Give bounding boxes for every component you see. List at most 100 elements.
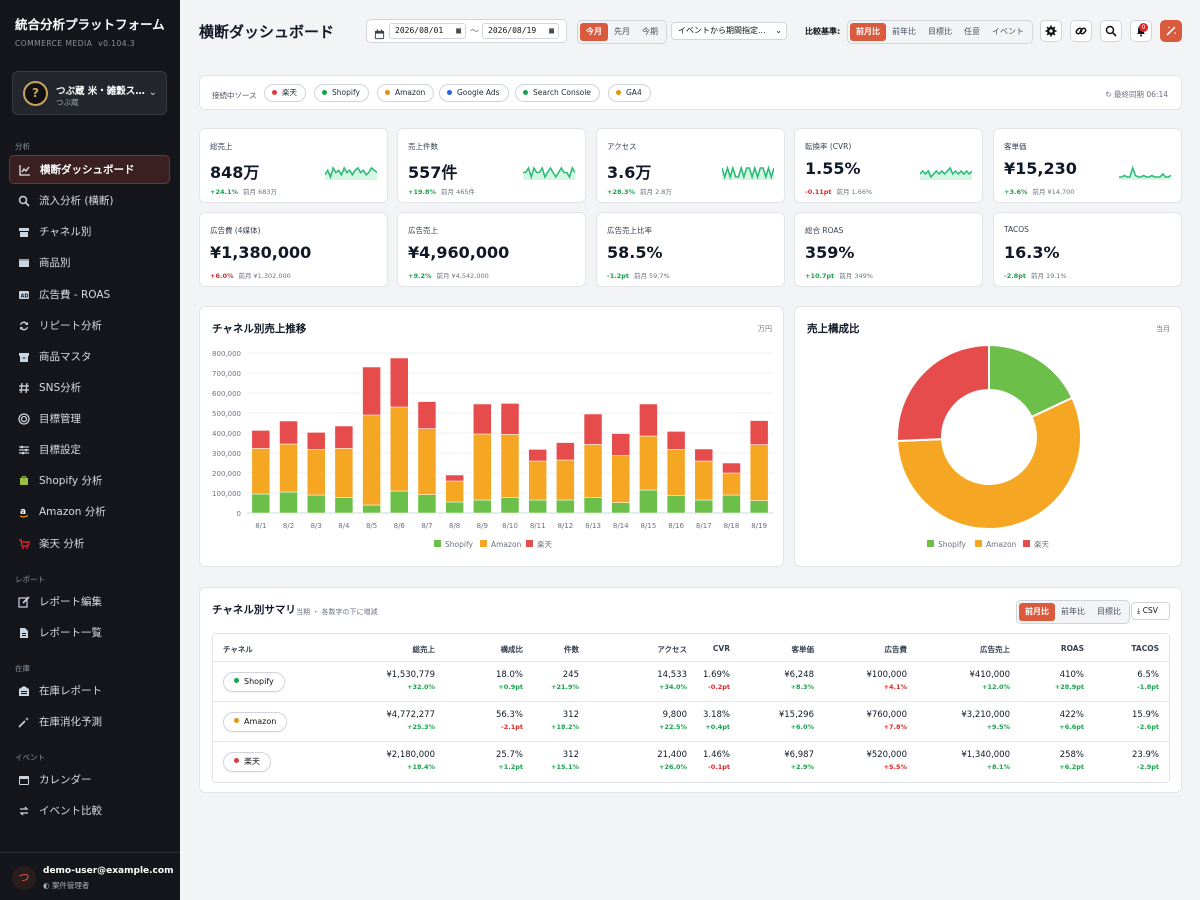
link-button[interactable] — [1070, 20, 1092, 42]
channel-chip[interactable]: 楽天 — [223, 752, 271, 772]
sidebar-item-box[interactable]: 商品別 — [9, 248, 170, 277]
source-chip[interactable]: Amazon — [377, 84, 435, 102]
channel-chip[interactable]: Amazon — [223, 712, 288, 732]
compare-yoy-button[interactable]: 前年比 — [892, 27, 916, 36]
summary-mom-button[interactable]: 前月比 — [1019, 603, 1055, 621]
sidebar-item-ad[interactable]: AD 広告費 - ROAS — [9, 280, 170, 309]
csv-download-button[interactable]: ⤓ CSV — [1131, 602, 1170, 620]
source-chip[interactable]: Google Ads — [439, 84, 509, 102]
cell-value: ¥1,530,779 — [386, 670, 435, 680]
channel-chip[interactable]: Shopify — [223, 672, 285, 692]
period-this-term-button[interactable]: 今期 — [642, 27, 658, 36]
cell-change: +4.1% — [883, 683, 907, 691]
kpi-card[interactable]: 総売上 848万 +24.1% 前月 683万 — [199, 128, 388, 203]
kpi-card[interactable]: 売上件数 557件 +19.8% 前月 465件 — [397, 128, 586, 203]
column-header[interactable]: ROAS — [1060, 644, 1084, 653]
sidebar-item-search[interactable]: 流入分析 (横断) — [9, 186, 170, 215]
column-header[interactable]: 客単価 — [791, 645, 815, 654]
sidebar-item-sliders[interactable]: 目標設定 — [9, 435, 170, 464]
period-last-month-button[interactable]: 先月 — [614, 27, 630, 36]
kpi-card[interactable]: 広告売上 ¥4,960,000 +9.2% 前月 ¥4,542,000 — [397, 212, 586, 287]
column-header[interactable]: TACOS — [1131, 644, 1159, 653]
table-row[interactable]: Shopify ¥1,530,779 +32.0% 18.0% +0.9pt 245 +21… — [213, 661, 1169, 701]
bar-segment-shopify — [583, 497, 603, 514]
table-cell: 6.5% -1.8pt — [1137, 670, 1159, 691]
kpi-card[interactable]: 広告費 (4媒体) ¥1,380,000 +6.0% 前月 ¥1,302,000 — [199, 212, 388, 287]
x-tick-label: 8/6 — [394, 522, 406, 530]
kpi-value: ¥1,380,000 — [210, 243, 312, 262]
store-switcher[interactable]: ? つぶ蔵 米・雑穀スト... つぶ蔵 ⌄ — [12, 71, 167, 115]
column-header[interactable]: 広告費 — [884, 645, 908, 654]
compare-target-button[interactable]: 目標比 — [928, 27, 952, 36]
repeat-icon — [18, 320, 30, 332]
bar-segment-shopify — [694, 499, 714, 514]
bar-segment-楽天 — [251, 430, 271, 449]
bar-segment-shopify — [334, 497, 354, 514]
summary-yoy-button[interactable]: 前年比 — [1061, 607, 1085, 616]
sidebar-item-target[interactable]: 目標管理 — [9, 404, 170, 433]
sidebar-item-store[interactable]: チャネル別 — [9, 217, 170, 246]
search-button[interactable] — [1100, 20, 1122, 42]
compare-label: 比較基準: — [805, 27, 841, 36]
compare-event-button[interactable]: イベント — [992, 27, 1024, 36]
sidebar-item-file[interactable]: レポート一覧 — [9, 618, 170, 647]
table-row[interactable]: Amazon ¥4,772,277 +25.3% 56.3% -2.1pt 312 +18.… — [213, 701, 1169, 741]
period-this-month-button[interactable]: 今月 — [580, 23, 608, 41]
event-period-select[interactable]: イベントから期間指定... ⌄ — [671, 22, 787, 40]
source-chip[interactable]: GA4 — [608, 84, 651, 102]
notifications-button[interactable]: 0 — [1130, 20, 1152, 42]
sidebar-item-chart-line[interactable]: 横断ダッシュボード — [9, 155, 170, 184]
sidebar-item-hashtag[interactable]: SNS分析 — [9, 373, 170, 402]
kpi-card[interactable]: 総合 ROAS 359% +10.7pt 前月 349% — [794, 212, 983, 287]
sidebar-item-warehouse[interactable]: 在庫レポート — [9, 676, 170, 705]
table-row[interactable]: 楽天 ¥2,180,000 +18.4% 25.7% +1.2pt 312 +15.1% 21… — [213, 741, 1169, 781]
column-header[interactable]: CVR — [712, 644, 730, 653]
kpi-card[interactable]: 転換率 (CVR) 1.55% -0.11pt 前月 1.66% — [794, 128, 983, 203]
magic-icon — [18, 716, 30, 728]
column-header[interactable]: 構成比 — [500, 645, 524, 654]
cell-value: ¥1,340,000 — [961, 750, 1010, 760]
legend-label: 楽天 — [1034, 539, 1050, 549]
column-header[interactable]: アクセス — [657, 645, 687, 654]
kpi-change: +9.2% — [408, 272, 432, 280]
kpi-value: 557件 — [408, 163, 458, 182]
date-from-input[interactable]: 2026/08/01 ▦ — [389, 23, 466, 39]
magic-button[interactable] — [1160, 20, 1182, 42]
sidebar-item-label: Shopify 分析 — [39, 475, 103, 487]
last-sync[interactable]: ↻ 最終同期 06:14 — [1105, 90, 1168, 99]
source-chip[interactable]: Shopify — [314, 84, 369, 102]
date-to-input[interactable]: 2026/08/19 ▦ — [482, 23, 559, 39]
kpi-card[interactable]: 広告売上比率 58.5% -1.2pt 前月 59.7% — [596, 212, 785, 287]
compare-mom-button[interactable]: 前月比 — [850, 23, 886, 41]
summary-subtitle: 当期 ・ 各数字の下に増減 — [296, 608, 378, 616]
sidebar-item-archive[interactable]: 商品マスタ — [9, 342, 170, 371]
sidebar-item-cart[interactable]: 楽天 分析 — [9, 529, 170, 558]
sidebar-item-magic[interactable]: 在庫消化予測 — [9, 707, 170, 736]
column-header[interactable]: 広告売上 — [980, 645, 1010, 654]
source-chip[interactable]: 楽天 — [264, 84, 306, 102]
source-chip[interactable]: Search Console — [515, 84, 600, 102]
column-header[interactable]: チャネル — [223, 645, 253, 654]
kpi-label: 総売上 — [210, 142, 233, 151]
kpi-card[interactable]: TACOS 16.3% -2.8pt 前月 19.1% — [993, 212, 1182, 287]
column-header[interactable]: 総売上 — [412, 645, 436, 654]
sidebar-item-compare[interactable]: イベント比較 — [9, 796, 170, 825]
column-header[interactable]: 件数 — [564, 645, 579, 654]
kpi-card[interactable]: 客単価 ¥15,230 +3.6% 前月 ¥14,700 — [993, 128, 1182, 203]
summary-target-button[interactable]: 目標比 — [1097, 607, 1121, 616]
kpi-card[interactable]: アクセス 3.6万 +28.3% 前月 2.8万 — [596, 128, 785, 203]
kpi-previous: 前月 683万 — [243, 188, 277, 196]
sidebar-item-repeat[interactable]: リピート分析 — [9, 311, 170, 340]
compare-custom-button[interactable]: 任意 — [964, 27, 980, 36]
sidebar-item-calendar[interactable]: カレンダー — [9, 765, 170, 794]
user-menu[interactable]: つ demo-user@example.com ◐ 案件管理者 — [0, 852, 180, 900]
bar-segment-楽天 — [611, 433, 630, 456]
y-tick-label: 200,000 — [212, 470, 241, 478]
kpi-value: 359% — [805, 243, 855, 262]
nav-section-event: イベント — [15, 753, 45, 762]
sidebar-item-edit[interactable]: レポート編集 — [9, 587, 170, 616]
sidebar-item-shopify[interactable]: Shopify 分析 — [9, 466, 170, 495]
sidebar-item-amazon[interactable]: a Amazon 分析 — [9, 497, 170, 526]
settings-button[interactable] — [1040, 20, 1062, 42]
sidebar-item-label: リピート分析 — [39, 320, 102, 332]
